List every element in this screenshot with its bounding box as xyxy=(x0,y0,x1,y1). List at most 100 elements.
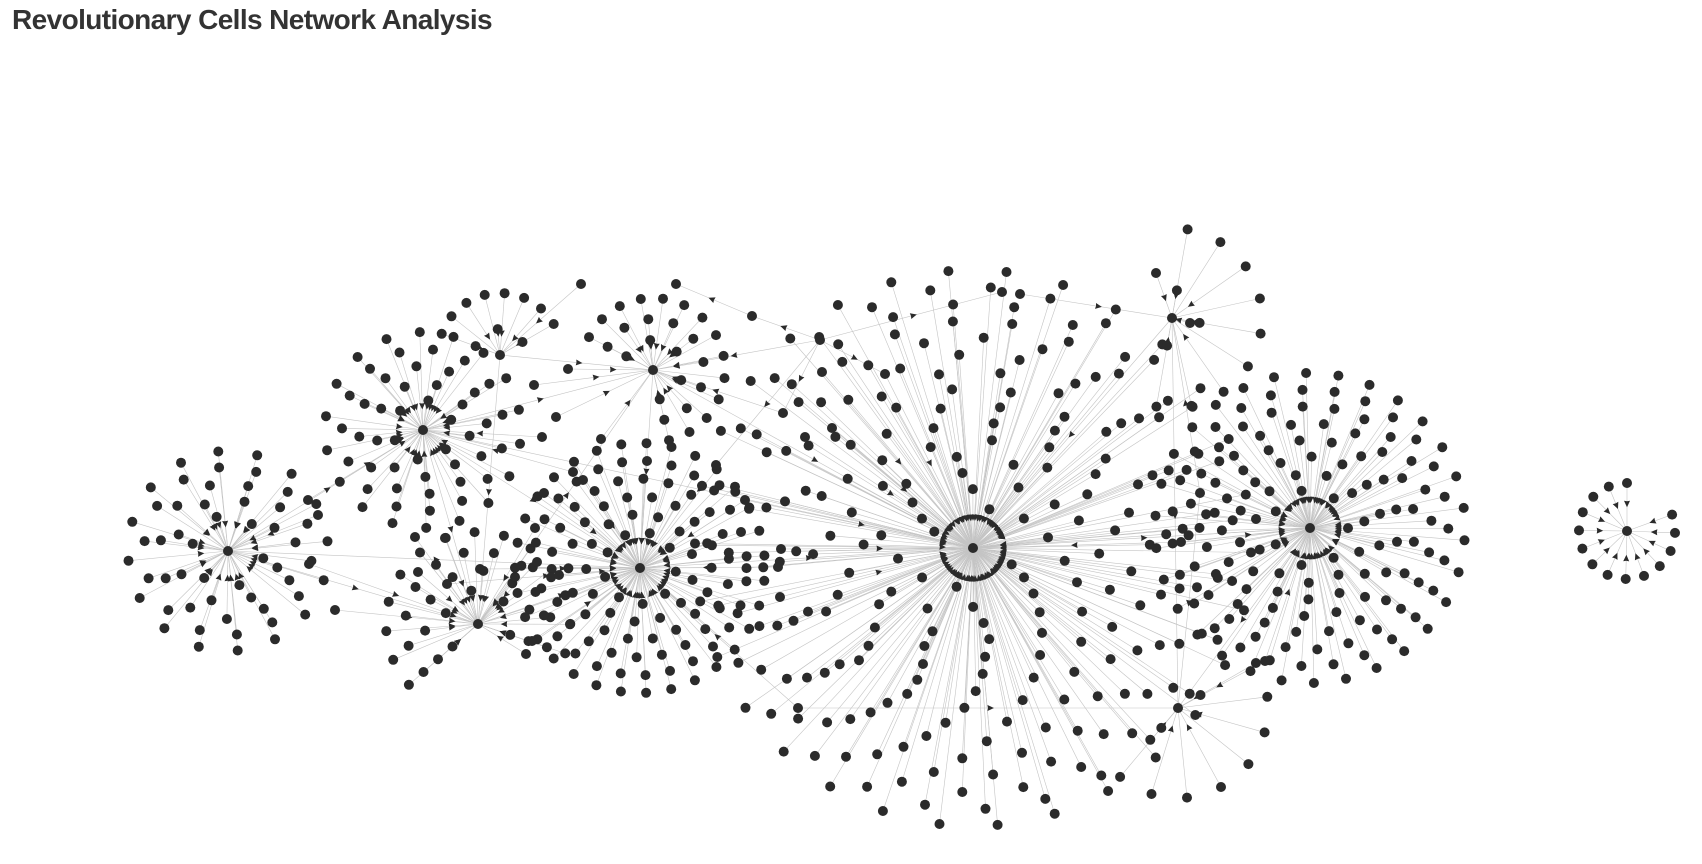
cluster-edge xyxy=(972,547,1024,788)
hub-node[interactable] xyxy=(418,425,428,435)
member-node xyxy=(1017,747,1027,758)
cluster-edge xyxy=(972,547,1126,695)
cluster-arrow xyxy=(662,556,670,562)
cluster-edge xyxy=(972,547,976,692)
cluster-edge xyxy=(227,550,290,581)
member-node xyxy=(613,476,624,487)
member-node xyxy=(844,567,855,578)
cluster-arrow xyxy=(1279,516,1287,522)
member-node xyxy=(1049,425,1060,436)
member-node xyxy=(1391,504,1402,515)
cluster-edge xyxy=(652,369,725,379)
member-node xyxy=(1410,612,1421,623)
member-node xyxy=(1408,504,1419,514)
member-node xyxy=(1296,560,1307,570)
member-node xyxy=(816,397,827,408)
connector-node xyxy=(800,432,810,442)
cluster-edge xyxy=(652,369,719,400)
link-edge-arrow xyxy=(764,400,771,408)
member-node xyxy=(1212,572,1223,583)
member-node xyxy=(1639,570,1649,581)
member-node xyxy=(1428,585,1439,596)
member-node xyxy=(1350,428,1361,439)
cluster-arrow xyxy=(199,560,207,566)
member-node xyxy=(383,596,394,607)
member-node xyxy=(1238,383,1249,393)
cluster-edge xyxy=(851,512,974,549)
member-node xyxy=(1270,539,1281,550)
member-node xyxy=(1063,336,1074,347)
cluster-edge xyxy=(972,376,1096,549)
member-node xyxy=(581,564,592,574)
hub-node[interactable] xyxy=(1305,523,1315,533)
member-node xyxy=(756,664,767,675)
member-node xyxy=(622,492,633,503)
member-node xyxy=(987,435,997,446)
cluster-edge xyxy=(652,369,690,433)
cluster-arrow xyxy=(1597,516,1606,522)
cluster-edge xyxy=(1309,527,1318,650)
cluster-edge xyxy=(933,428,974,549)
member-node xyxy=(586,538,597,549)
link-edge-arrow xyxy=(850,354,858,360)
cluster-edge xyxy=(746,547,974,569)
hub-node[interactable] xyxy=(648,365,658,375)
member-node xyxy=(918,659,928,669)
member-node xyxy=(935,403,946,414)
cluster-edge xyxy=(1309,527,1459,573)
hub-node[interactable] xyxy=(495,350,505,360)
member-node xyxy=(1174,569,1185,580)
member-node xyxy=(718,350,729,361)
member-node xyxy=(872,749,883,760)
member-node xyxy=(583,636,594,647)
hub-node[interactable] xyxy=(635,563,645,573)
member-node xyxy=(943,266,954,277)
member-node xyxy=(567,587,578,598)
cluster-arrow xyxy=(663,568,671,575)
cluster-edge xyxy=(930,290,974,549)
cluster-arrow xyxy=(1000,545,1007,552)
cluster-edge xyxy=(1309,527,1378,630)
member-node xyxy=(988,769,999,780)
member-node xyxy=(606,647,617,658)
member-node xyxy=(1120,351,1131,362)
member-node xyxy=(587,588,598,599)
member-node xyxy=(1236,403,1247,413)
member-node xyxy=(569,501,580,512)
member-node xyxy=(832,589,843,600)
member-node xyxy=(1248,566,1259,577)
connector-node xyxy=(711,460,721,470)
cluster-edge xyxy=(588,567,641,642)
member-node xyxy=(659,414,670,425)
member-node xyxy=(1224,614,1235,624)
cluster-arrow xyxy=(1334,527,1342,534)
member-node xyxy=(1424,547,1435,558)
member-node xyxy=(1238,421,1248,432)
hub-node[interactable] xyxy=(968,543,978,553)
cluster-arrow xyxy=(656,585,664,592)
cluster-edge xyxy=(639,567,747,582)
cluster-edge xyxy=(552,551,641,569)
member-node xyxy=(1189,598,1200,609)
member-node xyxy=(1238,465,1249,476)
member-node xyxy=(1328,552,1339,563)
member-node xyxy=(834,659,845,670)
member-node xyxy=(270,634,280,645)
member-node xyxy=(843,394,854,405)
cluster-arrow xyxy=(966,574,972,582)
member-node xyxy=(1103,786,1114,796)
hub-node[interactable] xyxy=(473,619,483,629)
hub-node[interactable] xyxy=(223,546,233,556)
cluster-edge xyxy=(972,356,1126,549)
cluster-arrow xyxy=(243,525,250,533)
cluster-edge xyxy=(611,567,641,653)
member-node xyxy=(1044,442,1055,453)
connector-node xyxy=(776,544,786,554)
hub-node[interactable] xyxy=(1173,703,1183,713)
hub-node[interactable] xyxy=(1622,526,1632,536)
cluster-arrow xyxy=(215,573,222,581)
hub-node[interactable] xyxy=(1167,313,1177,323)
cluster-edge xyxy=(972,527,1200,549)
link-edge-arrow xyxy=(857,521,865,527)
